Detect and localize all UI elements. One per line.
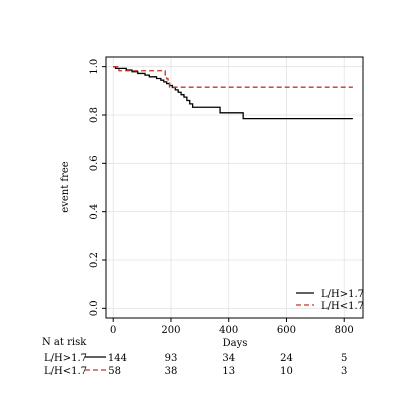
risk-counts: 144 93 34 24 5 58 38 13 10 3 xyxy=(108,353,348,377)
risk-count: 34 xyxy=(222,353,235,364)
x-axis-title: Days xyxy=(223,338,248,349)
series-layer xyxy=(113,66,353,120)
grid-layer xyxy=(106,57,363,318)
legend-label-lh-high: L/H>1.7 xyxy=(321,289,364,300)
risk-row-label-lh-high: L/H>1.7 xyxy=(44,353,87,364)
risk-count: 24 xyxy=(280,353,293,364)
km-curve-lh-high xyxy=(113,66,353,120)
x-tick-label: 800 xyxy=(335,325,354,336)
x-tick-label: 600 xyxy=(277,325,296,336)
plot-frame xyxy=(105,56,364,319)
y-tick-label: 0.2 xyxy=(89,252,100,268)
x-tick-label: 0 xyxy=(110,325,116,336)
risk-table: N at risk L/H>1.7 L/H<1.7 144 93 34 24 5 58 38… xyxy=(42,337,347,377)
x-tick-label: 400 xyxy=(219,325,238,336)
y-axis-title: event free xyxy=(60,161,71,213)
y-tick-label: 0.8 xyxy=(89,107,100,123)
risk-count: 93 xyxy=(165,353,178,364)
risk-row-label-lh-low: L/H<1.7 xyxy=(44,366,87,377)
legend: L/H>1.7 L/H<1.7 xyxy=(296,289,364,312)
legend-label-lh-low: L/H<1.7 xyxy=(321,301,364,312)
risk-count: 144 xyxy=(108,353,127,364)
risk-count: 3 xyxy=(341,366,347,377)
y-tick-label: 0.4 xyxy=(89,204,100,220)
risk-count: 10 xyxy=(280,366,293,377)
km-curve-lh-low xyxy=(113,66,353,88)
risk-table-title: N at risk xyxy=(42,337,87,348)
risk-count: 38 xyxy=(165,366,178,377)
risk-count: 58 xyxy=(108,366,121,377)
y-tick-label: 0.6 xyxy=(89,155,100,171)
y-tick-label: 0.0 xyxy=(89,300,100,316)
x-tick-label: 200 xyxy=(161,325,180,336)
risk-count: 5 xyxy=(341,353,347,364)
y-tick-label: 1.0 xyxy=(89,59,100,75)
axes-layer: 0 200 400 600 800 0.0 0.2 0.4 0.6 0.8 1.0 xyxy=(89,59,354,336)
risk-count: 13 xyxy=(222,366,235,377)
